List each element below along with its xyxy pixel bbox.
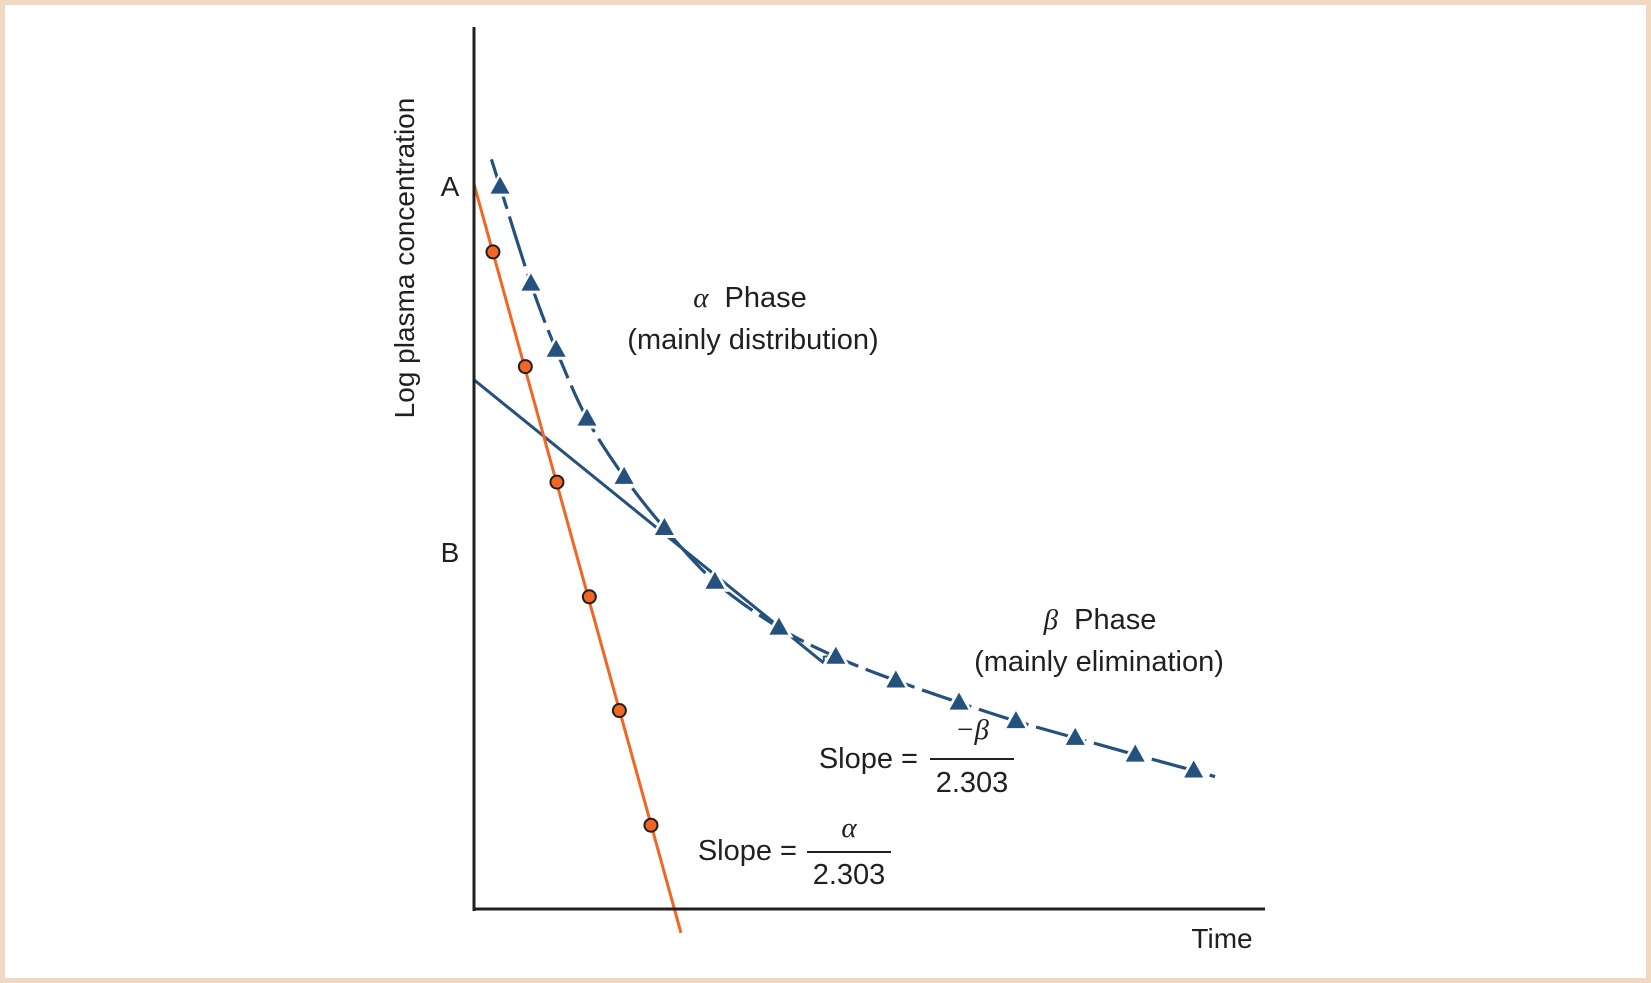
circle-data-point — [611, 703, 627, 719]
triangle-data-point — [654, 517, 674, 535]
beta-slope-denominator: 2.303 — [936, 767, 1009, 799]
triangle-data-point — [826, 646, 846, 664]
alpha-phase-title: Phase — [725, 282, 807, 314]
plasma-concentration-curve — [489, 158, 1216, 779]
beta-phase-subtitle: (mainly elimination) — [974, 646, 1224, 678]
triangle-data-point — [1006, 711, 1026, 729]
beta-phase-annotation: β Phase (mainly elimination) — [974, 604, 1224, 678]
svg-text:α Phase: α Phase — [693, 282, 807, 314]
triangle-data-point — [705, 571, 725, 589]
intercept-b-label: B — [441, 537, 460, 568]
triangle-data-point — [614, 466, 634, 484]
triangle-data-point — [546, 339, 566, 357]
triangle-data-point — [949, 692, 969, 710]
alpha-slope-denominator: 2.303 — [813, 859, 886, 891]
triangle-data-point — [521, 273, 541, 291]
triangle-data-point — [490, 176, 510, 194]
circle-data-point — [485, 244, 501, 260]
alpha-phase-annotation: α Phase (mainly distribution) — [627, 282, 878, 356]
marks-layer — [485, 171, 1209, 833]
beta-extrapolated-line — [473, 378, 826, 665]
circle-data-point — [549, 474, 565, 490]
alpha-slope-formula: Slope = α 2.303 — [698, 812, 891, 891]
y-axis-label: Log plasma concentration — [389, 98, 420, 419]
triangle-data-point — [769, 617, 789, 635]
svg-text:β Phase: β Phase — [1043, 604, 1157, 636]
triangle-data-point — [886, 670, 906, 688]
circle-data-point — [643, 817, 659, 833]
beta-phase-symbol: β — [1043, 604, 1059, 636]
alpha-slope-numerator: α — [841, 812, 857, 844]
alpha-phase-subtitle: (mainly distribution) — [627, 324, 878, 356]
beta-slope-prefix: Slope = — [819, 743, 918, 775]
triangle-data-point — [1184, 760, 1204, 778]
beta-slope-formula: Slope = −β 2.303 — [819, 714, 1014, 799]
triangle-data-point — [1065, 727, 1085, 745]
alpha-slope-prefix: Slope = — [698, 835, 797, 867]
circle-data-point — [517, 359, 533, 375]
triangle-data-point — [1125, 744, 1145, 762]
beta-slope-numerator: −β — [955, 714, 990, 746]
beta-phase-title: Phase — [1074, 604, 1156, 636]
circle-data-point — [581, 589, 597, 605]
alpha-phase-symbol: α — [693, 282, 709, 314]
intercept-a-label: A — [441, 171, 460, 202]
x-axis-label: Time — [1191, 923, 1252, 954]
alpha-residual-line — [472, 183, 683, 934]
triangle-data-point — [577, 408, 597, 426]
